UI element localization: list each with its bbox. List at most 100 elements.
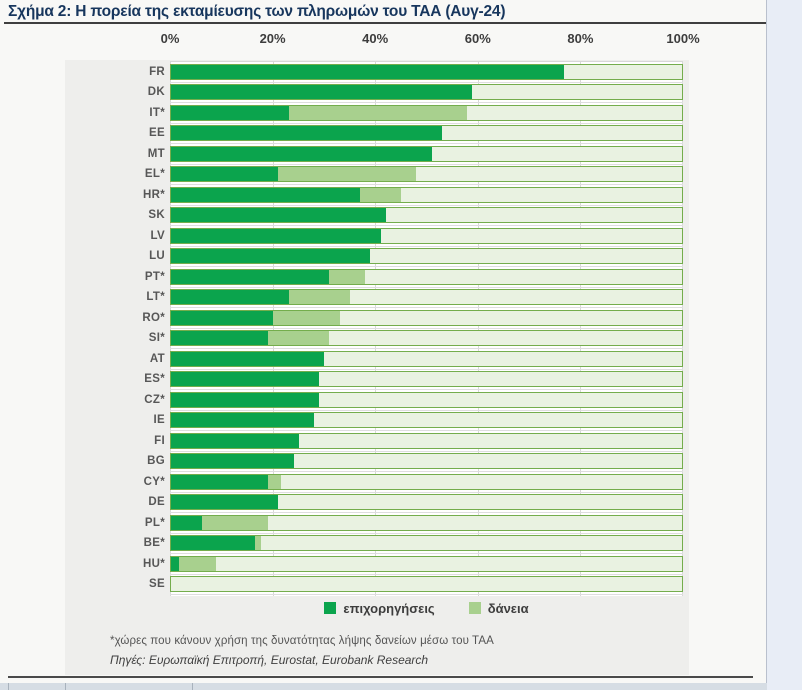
grants-segment: [171, 64, 565, 79]
country-label: SE: [149, 578, 165, 591]
loans-segment: [288, 290, 350, 305]
loans-segment: [178, 556, 216, 571]
country-label: ES*: [144, 373, 165, 386]
grants-segment: [171, 413, 315, 428]
bar-row: EL*: [145, 165, 683, 185]
country-label: DK: [147, 86, 165, 99]
bar-row: BG: [147, 452, 683, 472]
bar-track: [170, 309, 683, 326]
grants-segment: [171, 310, 274, 325]
country-label: FR: [149, 65, 165, 78]
bar-row: BE*: [144, 534, 683, 554]
gridline: [375, 62, 377, 596]
country-label: BG: [147, 455, 165, 468]
chart-title: Σχήμα 2: Η πορεία της εκταμίευσης των πλ…: [8, 3, 506, 20]
bar-row: FR: [149, 62, 683, 83]
footnote-sources: Πηγές: Ευρωπαϊκή Επιτροπή, Eurostat, Eur…: [110, 653, 429, 667]
bar-rows: FR DK IT* EE MT EL* HR* SK LV LU PT* LT* RO* SI* AT ES*…: [142, 62, 683, 595]
bar-row: SI*: [149, 329, 683, 349]
country-label: SK: [148, 209, 165, 222]
country-label: FI: [154, 434, 165, 447]
grants-segment: [171, 208, 386, 223]
loans-segment: [201, 515, 269, 530]
bar-track: [170, 125, 683, 142]
title-underline: [4, 22, 766, 24]
cell-border: [8, 683, 9, 690]
bar-row: LT*: [146, 288, 683, 308]
bar-track: [170, 330, 683, 347]
x-axis: 0% 20% 40% 60% 80% 100%: [161, 31, 700, 51]
loans-segment: [273, 310, 340, 325]
loans-segment: [288, 105, 468, 120]
country-label: EE: [149, 127, 165, 140]
grants-segment: [171, 454, 294, 469]
cell-border: [65, 683, 66, 690]
grants-segment: [171, 146, 432, 161]
bar-row: CY*: [144, 472, 683, 493]
legend: επιχορηγήσεις δάνεια: [170, 598, 683, 618]
country-label: LT*: [146, 291, 165, 304]
bar-row: AT: [150, 349, 683, 370]
bar-track: [170, 289, 683, 306]
bar-track: [170, 268, 683, 285]
country-label: MT: [147, 147, 165, 160]
bar-track: [170, 576, 683, 593]
bar-row: ES*: [144, 370, 683, 390]
country-label: HR*: [143, 188, 165, 201]
country-label: EL*: [144, 168, 165, 181]
page-right-margin-strip: [766, 0, 802, 690]
bar-track: [170, 350, 683, 367]
bar-row: IT*: [149, 103, 683, 124]
bar-row: PL*: [145, 513, 683, 534]
grants-segment: [171, 392, 320, 407]
bar-row: RO*: [142, 308, 683, 329]
country-label: LV: [150, 229, 165, 242]
bar-track: [170, 63, 683, 80]
bottom-separator-line: [8, 676, 753, 678]
grants-segment: [171, 495, 279, 510]
bar-track: [170, 227, 683, 244]
grants-segment: [171, 290, 289, 305]
gridline: [170, 62, 171, 596]
grants-segment: [171, 105, 289, 120]
bar-track: [170, 453, 683, 470]
loans-segment: [329, 269, 366, 284]
bar-track: [170, 391, 683, 408]
country-label: PT*: [144, 270, 165, 283]
bar-track: [170, 84, 683, 101]
grants-segment: [171, 249, 371, 264]
bar-row: EE: [149, 124, 683, 144]
bar-track: [170, 473, 683, 490]
bar-row: HU*: [143, 554, 683, 575]
bar-row: SK: [148, 206, 683, 226]
grants-segment: [171, 536, 256, 551]
x-axis-tick-label: 20%: [259, 31, 286, 46]
legend-item: δάνεια: [468, 601, 529, 616]
grants-segment: [171, 331, 269, 346]
grants-segment: [171, 167, 279, 182]
x-axis-tick-label: 80%: [567, 31, 594, 46]
spreadsheet-edge-band: [0, 683, 767, 690]
x-axis-tick-label: 60%: [464, 31, 491, 46]
grants-segment: [171, 269, 330, 284]
country-label: CY*: [143, 475, 165, 488]
loans-segment: [255, 536, 262, 551]
x-axis-tick-label: 40%: [362, 31, 389, 46]
bar-track: [170, 248, 683, 265]
bar-row: DK: [148, 83, 683, 103]
loans-segment: [268, 474, 281, 489]
plot-area: FR DK IT* EE MT EL* HR* SK LV LU PT* LT* RO* SI* AT ES*…: [142, 61, 683, 596]
legend-swatch-icon: [468, 602, 481, 614]
legend-swatch-icon: [324, 602, 337, 614]
grants-segment: [171, 228, 381, 243]
grants-segment: [171, 85, 473, 100]
gridline: [682, 62, 683, 596]
bar-row: LV: [151, 226, 683, 247]
bar-track: [170, 432, 683, 449]
country-label: CZ*: [144, 393, 165, 406]
bar-row: SE: [149, 575, 683, 595]
bar-track: [170, 186, 683, 203]
grants-segment: [171, 187, 361, 202]
bar-row: PT*: [145, 267, 683, 288]
grants-segment: [171, 351, 325, 366]
